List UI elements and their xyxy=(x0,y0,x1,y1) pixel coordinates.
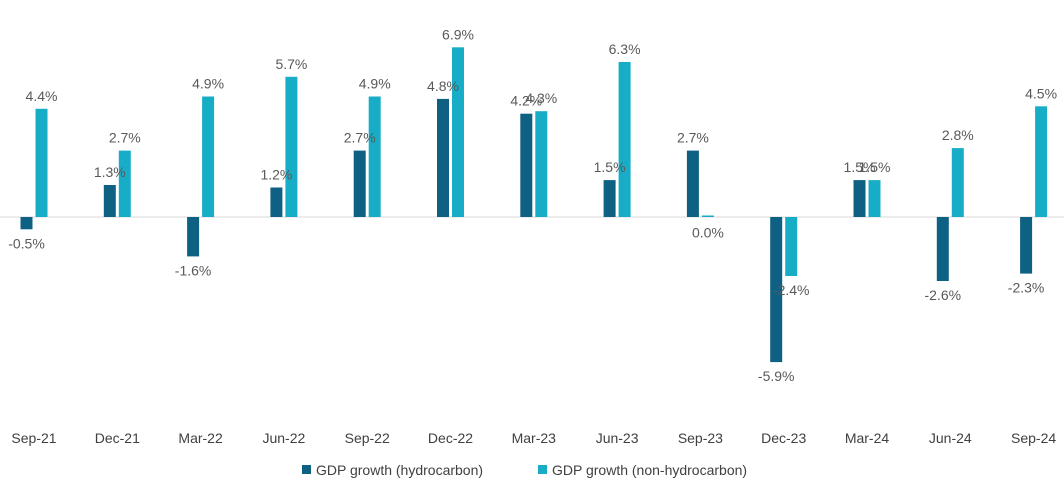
bar-non-hydrocarbon-sep-21 xyxy=(35,108,48,217)
legend-swatch-hydrocarbon xyxy=(302,465,311,474)
bar-hydrocarbon-sep-22 xyxy=(353,150,366,217)
label-hydrocarbon-dec-22: 4.8% xyxy=(427,78,459,94)
x-tick-jun-22: Jun-22 xyxy=(262,430,305,446)
bar-non-hydrocarbon-dec-22 xyxy=(452,47,464,217)
legend-label-hydrocarbon: GDP growth (hydrocarbon) xyxy=(316,462,483,478)
label-non-hydrocarbon-mar-22: 4.9% xyxy=(192,76,224,92)
bar-hydrocarbon-mar-24 xyxy=(853,180,866,217)
x-tick-jun-24: Jun-24 xyxy=(929,430,972,446)
x-tick-mar-22: Mar-22 xyxy=(178,430,223,446)
label-non-hydrocarbon-jun-23: 6.3% xyxy=(609,41,641,57)
bars-group xyxy=(20,47,1048,363)
bar-non-hydrocarbon-sep-24 xyxy=(1035,106,1048,217)
bar-non-hydrocarbon-mar-23 xyxy=(535,111,548,217)
bar-hydrocarbon-dec-22 xyxy=(437,98,449,217)
data-labels-group: -0.5% 4.4% 1.3% 2.7% -1.6% 4.9% 1.2% 5.7% 2.7% 4.… xyxy=(8,26,1057,384)
bar-hydrocarbon-mar-22 xyxy=(187,217,200,257)
label-non-hydrocarbon-mar-24: 1.5% xyxy=(859,159,891,175)
label-hydrocarbon-mar-23: 4.2% xyxy=(510,93,542,109)
bar-hydrocarbon-dec-23 xyxy=(770,217,783,363)
bar-non-hydrocarbon-mar-22 xyxy=(202,96,215,217)
label-non-hydrocarbon-sep-22: 4.9% xyxy=(359,76,391,92)
x-tick-dec-22: Dec-22 xyxy=(428,430,473,446)
x-axis-tick-labels: Sep-21 Dec-21 Mar-22 Jun-22 Sep-22 Dec-22 Mar-… xyxy=(11,430,1056,446)
label-non-hydrocarbon-jun-22: 5.7% xyxy=(275,56,307,72)
bar-non-hydrocarbon-mar-24 xyxy=(868,180,881,217)
label-non-hydrocarbon-dec-21: 2.7% xyxy=(109,130,141,146)
label-hydrocarbon-jun-22: 1.2% xyxy=(260,167,292,183)
label-hydrocarbon-mar-22: -1.6% xyxy=(175,262,212,278)
label-hydrocarbon-jun-24: -2.6% xyxy=(925,287,962,303)
label-non-hydrocarbon-mar-23: 4.3% xyxy=(525,90,557,106)
bar-hydrocarbon-jun-24 xyxy=(936,217,949,281)
label-hydrocarbon-sep-21: -0.5% xyxy=(8,235,45,251)
label-non-hydrocarbon-dec-23: -2.4% xyxy=(773,282,810,298)
label-hydrocarbon-sep-24: -2.3% xyxy=(1008,280,1045,296)
legend-swatch-non-hydrocarbon xyxy=(538,465,547,474)
bar-non-hydrocarbon-jun-22 xyxy=(285,76,298,217)
label-hydrocarbon-jun-23: 1.5% xyxy=(594,159,626,175)
label-hydrocarbon-dec-23: -5.9% xyxy=(758,368,795,384)
x-tick-jun-23: Jun-23 xyxy=(596,430,639,446)
bar-non-hydrocarbon-dec-21 xyxy=(118,150,131,217)
bar-non-hydrocarbon-sep-22 xyxy=(368,96,381,217)
bar-non-hydrocarbon-sep-23 xyxy=(701,215,714,217)
label-non-hydrocarbon-sep-24: 4.5% xyxy=(1025,85,1057,101)
bar-hydrocarbon-jun-22 xyxy=(270,187,283,217)
x-tick-dec-23: Dec-23 xyxy=(761,430,806,446)
x-tick-sep-23: Sep-23 xyxy=(678,430,723,446)
x-tick-sep-21: Sep-21 xyxy=(11,430,56,446)
x-tick-sep-22: Sep-22 xyxy=(345,430,390,446)
bar-hydrocarbon-dec-21 xyxy=(103,185,116,217)
bar-hydrocarbon-sep-21 xyxy=(20,217,33,230)
x-tick-mar-23: Mar-23 xyxy=(512,430,557,446)
bar-non-hydrocarbon-jun-23 xyxy=(618,62,631,217)
label-non-hydrocarbon-sep-21: 4.4% xyxy=(26,88,58,104)
label-hydrocarbon-sep-23: 2.7% xyxy=(677,130,709,146)
x-tick-mar-24: Mar-24 xyxy=(845,430,890,446)
label-hydrocarbon-sep-22: 2.7% xyxy=(344,130,376,146)
label-non-hydrocarbon-jun-24: 2.8% xyxy=(942,127,974,143)
label-non-hydrocarbon-sep-23: 0.0% xyxy=(692,225,724,241)
label-non-hydrocarbon-dec-22: 6.9% xyxy=(442,26,474,42)
bar-hydrocarbon-jun-23 xyxy=(603,180,616,217)
bar-non-hydrocarbon-dec-23 xyxy=(785,217,798,276)
legend: GDP growth (hydrocarbon) GDP growth (non-… xyxy=(302,462,747,478)
x-tick-dec-21: Dec-21 xyxy=(95,430,140,446)
bar-hydrocarbon-mar-23 xyxy=(520,113,533,217)
label-hydrocarbon-mar-24: 1.5% xyxy=(844,159,876,175)
bar-hydrocarbon-sep-23 xyxy=(686,150,699,217)
legend-label-non-hydrocarbon: GDP growth (non-hydrocarbon) xyxy=(552,462,747,478)
bar-non-hydrocarbon-jun-24 xyxy=(951,148,964,217)
label-hydrocarbon-dec-21: 1.3% xyxy=(94,164,126,180)
x-tick-sep-24: Sep-24 xyxy=(1011,430,1056,446)
bar-hydrocarbon-sep-24 xyxy=(1020,217,1033,274)
